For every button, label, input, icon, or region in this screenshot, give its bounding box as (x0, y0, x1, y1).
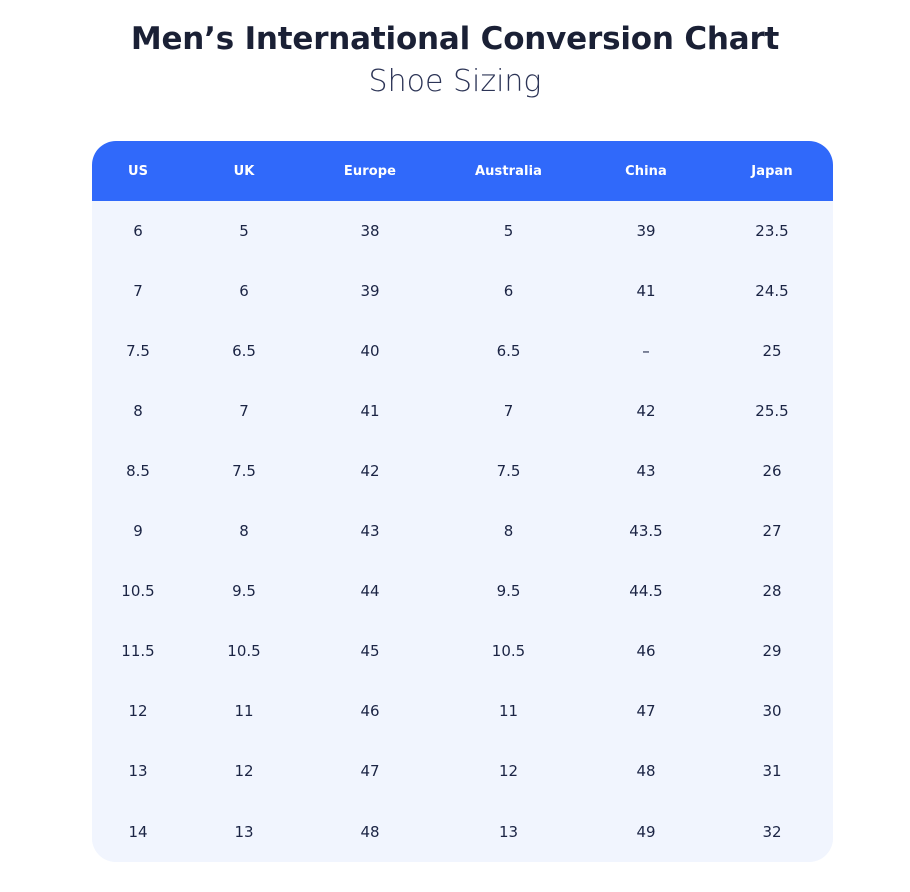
cell-japan: 30 (762, 702, 782, 720)
cell-japan: 23.5 (755, 222, 789, 240)
column-header-europe: Europe (343, 163, 397, 179)
table-header-row: US UK Europe Australia China Japan (92, 141, 833, 201)
cell-us: 11.5 (121, 642, 155, 660)
cell-australia: 10.5 (491, 642, 526, 660)
cell-us: 13 (128, 762, 148, 780)
cell-europe: 46 (360, 702, 380, 720)
cell-australia: 8 (503, 522, 514, 540)
cell-uk: 7.5 (232, 462, 256, 480)
cell-japan: 25.5 (755, 402, 789, 420)
cell-us: 14 (128, 822, 148, 841)
cell-us: 8.5 (126, 462, 150, 480)
table-header: US UK Europe Australia China Japan (92, 141, 833, 201)
cell-china: – (642, 342, 650, 360)
column-header-uk: UK (233, 163, 255, 179)
cell-europe: 41 (360, 402, 380, 420)
cell-us: 7 (133, 282, 143, 300)
cell-china: 39 (636, 222, 656, 240)
cell-japan: 31 (762, 762, 782, 780)
column-header-us: US (127, 163, 149, 179)
cell-uk: 5 (239, 222, 249, 240)
cell-australia: 9.5 (496, 582, 521, 600)
cell-uk: 11 (234, 702, 254, 720)
cell-china: 44.5 (629, 582, 663, 600)
table-row: 8 7 41 7 42 25.5 (92, 381, 833, 441)
cell-japan: 24.5 (755, 282, 789, 300)
cell-europe: 42 (360, 462, 380, 480)
cell-china: 43.5 (629, 522, 663, 540)
table-body: 6 5 38 5 39 23.5 7 6 39 6 41 24.5 7.5 (92, 201, 833, 862)
table-row: 7.5 6.5 40 6.5 – 25 (92, 321, 833, 381)
cell-australia: 13 (498, 822, 519, 841)
cell-japan: 29 (762, 642, 782, 660)
size-table-card: US UK Europe Australia China Japan 6 5 3… (92, 141, 833, 862)
cell-uk: 9.5 (232, 582, 256, 600)
cell-australia: 7.5 (496, 462, 521, 480)
table-row: 7 6 39 6 41 24.5 (92, 261, 833, 321)
cell-japan: 28 (762, 582, 782, 600)
cell-japan: 25 (762, 342, 782, 360)
cell-europe: 48 (360, 822, 380, 841)
cell-uk: 6 (239, 282, 249, 300)
cell-europe: 38 (360, 222, 380, 240)
cell-us: 10.5 (121, 582, 155, 600)
cell-china: 48 (636, 762, 656, 780)
cell-us: 7.5 (126, 342, 150, 360)
heading-block: Men’s International Conversion Chart Sho… (0, 0, 910, 102)
cell-europe: 47 (360, 762, 380, 780)
cell-uk: 10.5 (227, 642, 261, 660)
cell-uk: 8 (239, 522, 249, 540)
cell-uk: 6.5 (232, 342, 256, 360)
cell-japan: 27 (762, 522, 782, 540)
cell-china: 46 (636, 642, 656, 660)
cell-europe: 45 (360, 642, 380, 660)
cell-australia: 6 (503, 282, 514, 300)
cell-japan: 32 (762, 822, 782, 841)
table-row: 14 13 48 13 49 32 (92, 801, 833, 862)
cell-us: 9 (133, 522, 143, 540)
cell-us: 6 (133, 222, 143, 240)
cell-europe: 39 (360, 282, 380, 300)
cell-china: 43 (636, 462, 656, 480)
size-conversion-table: US UK Europe Australia China Japan 6 5 3… (92, 141, 833, 862)
table-row: 11.5 10.5 45 10.5 46 29 (92, 621, 833, 681)
column-header-japan: Japan (751, 163, 793, 179)
cell-uk: 7 (239, 402, 249, 420)
table-row: 13 12 47 12 48 31 (92, 741, 833, 801)
cell-us: 12 (128, 702, 148, 720)
cell-china: 47 (636, 702, 656, 720)
cell-europe: 44 (360, 582, 380, 600)
table-row: 12 11 46 11 47 30 (92, 681, 833, 741)
cell-europe: 40 (360, 342, 380, 360)
cell-china: 49 (636, 822, 656, 841)
cell-australia: 11 (498, 702, 519, 720)
cell-australia: 6.5 (496, 342, 521, 360)
cell-australia: 7 (503, 402, 514, 420)
table-row: 10.5 9.5 44 9.5 44.5 28 (92, 561, 833, 621)
page-title: Men’s International Conversion Chart (130, 21, 780, 57)
page-subtitle: Shoe Sizing (368, 64, 542, 99)
table-row: 6 5 38 5 39 23.5 (92, 201, 833, 261)
cell-us: 8 (133, 402, 143, 420)
cell-australia: 5 (503, 222, 514, 240)
cell-japan: 26 (762, 462, 782, 480)
cell-china: 41 (636, 282, 656, 300)
table-row: 8.5 7.5 42 7.5 43 26 (92, 441, 833, 501)
cell-europe: 43 (360, 522, 380, 540)
cell-china: 42 (636, 402, 656, 420)
column-header-australia: Australia (474, 163, 543, 179)
column-header-china: China (625, 163, 667, 179)
table-row: 9 8 43 8 43.5 27 (92, 501, 833, 561)
cell-australia: 12 (498, 762, 519, 780)
cell-uk: 12 (234, 762, 254, 780)
cell-uk: 13 (234, 822, 254, 841)
